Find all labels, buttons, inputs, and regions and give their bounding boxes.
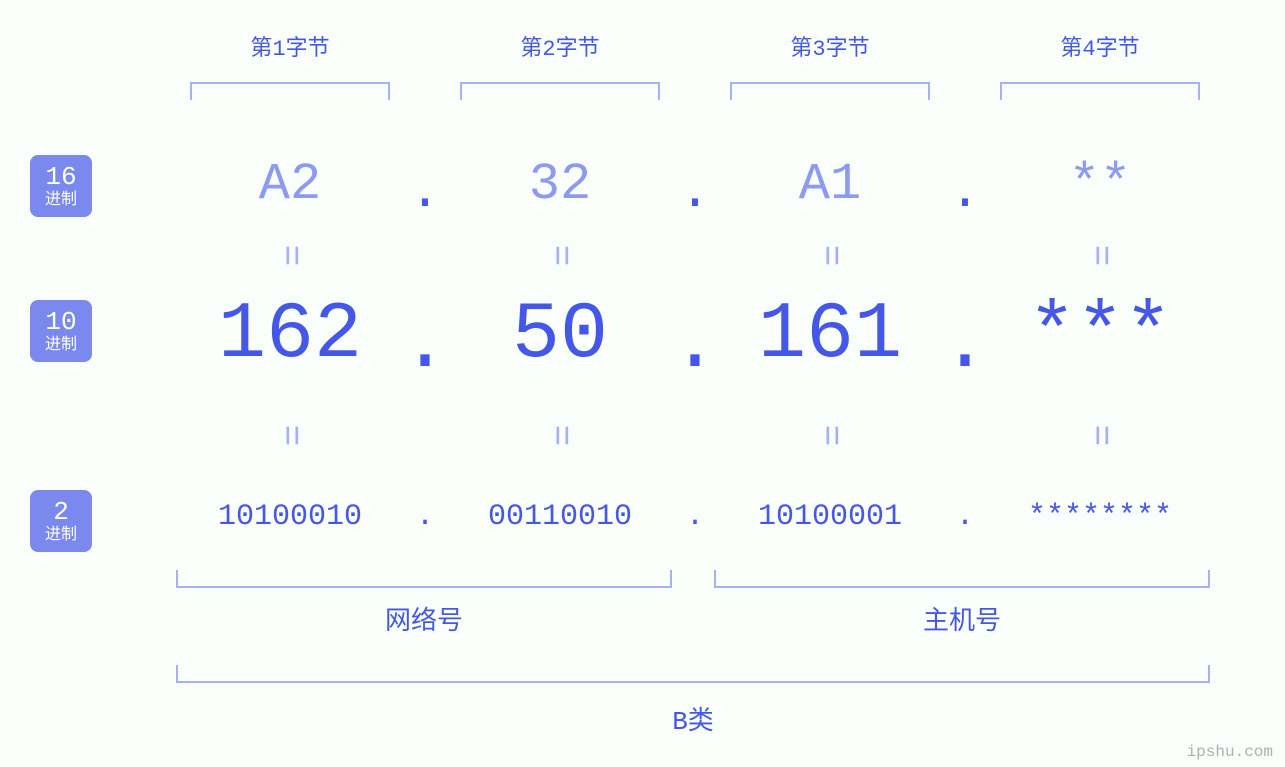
byte-3-label: 第3字节 [710,30,950,62]
host-label: 主机号 [714,600,1210,637]
dec-dot-1: . [410,300,440,391]
eq-2-2: = [540,421,581,451]
hex-octet-2: 32 [440,155,680,214]
dec-octet-3: 161 [710,290,950,381]
dec-octet-2: 50 [440,290,680,381]
byte-1-label: 第1字节 [170,30,410,62]
bin-dot-1: . [410,500,440,534]
network-label: 网络号 [176,600,672,637]
eq-1-3: = [810,241,851,271]
byte-4-label: 第4字节 [980,30,1220,62]
byte-2-label: 第2字节 [440,30,680,62]
dec-dot-3: . [950,300,980,391]
bin-octet-4: ******** [980,500,1220,534]
bin-badge-txt: 进制 [45,527,77,545]
dec-badge-num: 10 [45,308,76,337]
host-bracket [714,570,1210,588]
eq-1-2: = [540,241,581,271]
bin-octet-3: 10100001 [710,500,950,534]
hex-badge-num: 16 [45,163,76,192]
hex-badge-txt: 进制 [45,192,77,210]
network-bracket [176,570,672,588]
dec-octet-1: 162 [170,290,410,381]
dec-badge-txt: 进制 [45,337,77,355]
watermark: ipshu.com [1187,743,1273,761]
ip-diagram: 第1字节 第2字节 第3字节 第4字节 16 进制 10 进制 2 进制 A2 … [0,0,1285,767]
hex-octet-1: A2 [170,155,410,214]
hex-row: A2 . 32 . A1 . ** [170,155,1220,214]
eq-2-4: = [1080,421,1121,451]
bin-badge-num: 2 [53,498,69,527]
byte-1-bracket [190,82,390,100]
hex-dot-2: . [680,163,710,222]
bin-dot-3: . [950,500,980,534]
bin-octet-1: 10100010 [170,500,410,534]
dec-badge: 10 进制 [30,300,92,362]
eq-2-3: = [810,421,851,451]
bin-octet-2: 00110010 [440,500,680,534]
hex-octet-4: ** [980,155,1220,214]
bin-badge: 2 进制 [30,490,92,552]
class-label: B类 [176,700,1210,737]
hex-dot-3: . [950,163,980,222]
dec-row: 162 . 50 . 161 . *** [170,290,1220,381]
hex-badge: 16 进制 [30,155,92,217]
byte-4-bracket [1000,82,1200,100]
class-bracket [176,665,1210,683]
eq-1-1: = [270,241,311,271]
dec-dot-2: . [680,300,710,391]
byte-2-bracket [460,82,660,100]
eq-2-1: = [270,421,311,451]
hex-octet-3: A1 [710,155,950,214]
bin-dot-2: . [680,500,710,534]
byte-3-bracket [730,82,930,100]
hex-dot-1: . [410,163,440,222]
eq-1-4: = [1080,241,1121,271]
bin-row: 10100010 . 00110010 . 10100001 . *******… [170,500,1220,534]
dec-octet-4: *** [980,290,1220,381]
